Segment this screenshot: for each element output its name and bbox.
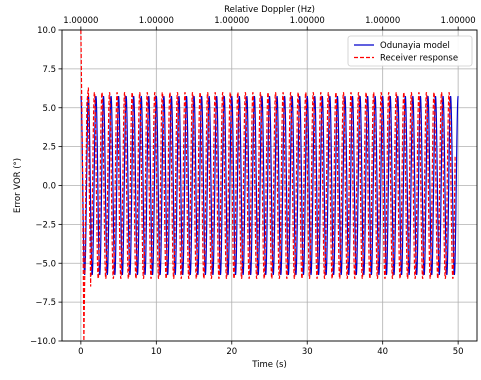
legend-box xyxy=(347,35,473,67)
y-tick-label: −5.0 xyxy=(35,259,56,269)
x-tick-label: 50 xyxy=(453,347,464,357)
x-tick-label: 0 xyxy=(78,347,83,357)
legend-label: Odunayia model xyxy=(380,41,450,51)
top-x-tick-label: 1.00000 xyxy=(441,16,476,26)
y-axis-title: Error VOR (°) xyxy=(13,158,23,213)
top-x-tick-label: 1.00000 xyxy=(214,16,249,26)
y-tick-label: 7.5 xyxy=(42,65,56,75)
x-tick-label: 40 xyxy=(377,347,388,357)
y-tick-label: 5.0 xyxy=(42,104,56,114)
top-x-axis-title: Relative Doppler (Hz) xyxy=(224,5,315,15)
x-tick-label: 30 xyxy=(302,347,313,357)
y-tick-label: 10.0 xyxy=(37,26,56,36)
top-x-tick-label: 1.00000 xyxy=(365,16,400,26)
y-tick-label: −10.0 xyxy=(30,337,56,347)
y-tick-label: −7.5 xyxy=(35,298,56,308)
top-x-tick-label: 1.00000 xyxy=(290,16,325,26)
y-tick-label: −2.5 xyxy=(35,220,56,230)
y-tick-label: 0.0 xyxy=(42,182,56,192)
series-line-1 xyxy=(80,30,456,341)
x-tick-label: 10 xyxy=(151,347,162,357)
x-tick-label: 20 xyxy=(226,347,237,357)
legend-label: Receiver response xyxy=(380,54,458,64)
top-x-tick-label: 1.00000 xyxy=(139,16,174,26)
y-tick-label: 2.5 xyxy=(42,143,56,153)
series-line-0 xyxy=(80,95,459,276)
x-axis-title: Time (s) xyxy=(251,360,287,370)
top-x-tick-label: 1.00000 xyxy=(63,16,98,26)
